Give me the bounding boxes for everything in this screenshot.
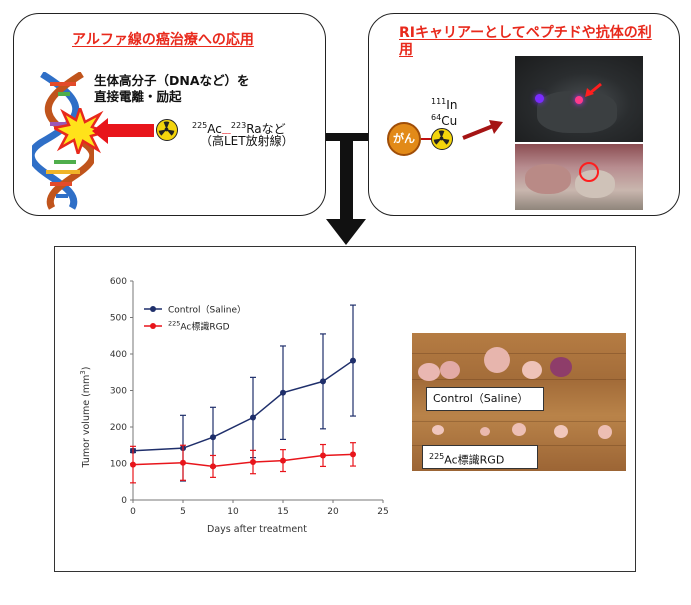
tumor-sample: [598, 425, 612, 439]
data-point: [210, 434, 216, 441]
series-treated: [130, 442, 356, 484]
treated-label: 225Ac標識RGD: [422, 445, 538, 469]
series-line: [132, 359, 354, 452]
legend-entry: 225Ac標識RGD: [168, 320, 230, 333]
spect-image: [515, 56, 643, 142]
tumor-sample: [522, 361, 542, 379]
tumor-sample: [440, 361, 460, 379]
y-tick-label: 300: [110, 387, 127, 397]
ionization-text: 直接電離・励起: [94, 89, 182, 104]
data-point: [180, 459, 186, 466]
y-tick-label: 200: [110, 423, 127, 433]
cancer-cell: がん: [387, 122, 421, 156]
data-point: [280, 389, 286, 396]
data-point: [320, 452, 326, 459]
y-tick-label: 0: [121, 496, 127, 506]
y-tick-label: 100: [110, 460, 127, 470]
alpha-therapy-title: アルファ線の癌治療への応用: [72, 32, 254, 48]
x-tick-label: 10: [227, 507, 239, 517]
ri-carrier-title: RIキャリアーとしてペプチドや抗体の利用: [399, 25, 652, 58]
radiation-icon: [156, 119, 178, 141]
isotope-list: 225Ac﹏223Raなど: [192, 121, 286, 136]
x-tick-label: 0: [130, 507, 136, 517]
data-point: [350, 357, 356, 364]
data-point: [250, 459, 256, 466]
y-tick-label: 400: [110, 350, 127, 360]
x-tick-label: 25: [377, 507, 388, 517]
high-let-text: （高LET放射線）: [200, 134, 294, 148]
autopsy-image: [515, 144, 643, 210]
tumor-sample: [554, 425, 568, 438]
series-line: [132, 453, 354, 468]
isotope-cu: 64Cu: [431, 113, 458, 128]
tumor-signal: [535, 94, 544, 103]
tumor-sample: [512, 423, 526, 436]
x-tick-label: 20: [327, 507, 339, 517]
carrier-link: [421, 138, 431, 140]
isotope-in: 111In: [431, 97, 458, 112]
tumor-volume-chart: 0 100 200 300 400 500 600 0 5 10 15 20 25 Control（Sa…: [79, 277, 389, 535]
dark-red-arrow-icon: [462, 120, 503, 140]
radiation-icon: [431, 128, 453, 150]
tumor-photo: Control（Saline） 225Ac標識RGD: [412, 333, 626, 471]
tumor-sample: [480, 427, 490, 436]
ri-carrier-panel: RIキャリアーとしてペプチドや抗体の利用 がん 111In 64Cu: [368, 13, 680, 216]
down-arrow-icon: [326, 219, 366, 245]
control-label: Control（Saline）: [426, 387, 544, 411]
data-point: [350, 451, 356, 458]
y-axis-label: Tumor volume (mm3): [79, 367, 92, 469]
result-frame: 0 100 200 300 400 500 600 0 5 10 15 20 25 Control（Sa…: [54, 246, 636, 572]
tumor-sample: [484, 347, 510, 373]
data-point: [130, 461, 136, 468]
x-axis-label: Days after treatment: [207, 524, 307, 535]
tumor-signal: [575, 96, 583, 104]
connector-stem: [340, 133, 353, 223]
legend-entry: Control（Saline）: [168, 305, 246, 316]
y-tick-label: 500: [110, 314, 127, 324]
x-tick-label: 5: [180, 507, 186, 517]
data-point: [280, 457, 286, 464]
legend-marker: [150, 323, 156, 329]
red-arrow-head: [92, 118, 108, 144]
biomolecule-text: 生体高分子（DNAなど）を: [94, 73, 250, 88]
y-tick-label: 600: [110, 277, 127, 287]
tumor-sample: [432, 425, 444, 435]
data-point: [250, 414, 256, 421]
legend-marker: [150, 306, 156, 312]
alpha-therapy-panel: アルファ線の癌治療への応用 生体高分子（DNAなど）を 直接電離・励起 225A…: [13, 13, 326, 216]
tumor-sample: [550, 357, 572, 377]
red-arrow: [102, 124, 154, 137]
red-pointer-icon: [585, 82, 602, 97]
x-tick-label: 15: [277, 507, 288, 517]
tumor-sample: [418, 363, 440, 381]
data-point: [210, 463, 216, 470]
tumor-circle: [579, 162, 599, 182]
dna-helix-icon: [32, 72, 94, 210]
data-point: [320, 378, 326, 385]
